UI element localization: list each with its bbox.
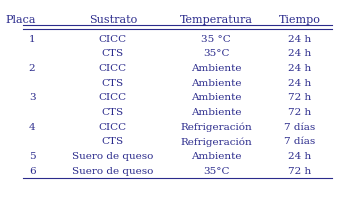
Text: Ambiente: Ambiente	[191, 152, 241, 161]
Text: 35°C: 35°C	[203, 49, 229, 58]
Text: 35 °C: 35 °C	[201, 35, 231, 44]
Text: CTS: CTS	[102, 108, 124, 117]
Text: CICC: CICC	[99, 35, 127, 44]
Text: CTS: CTS	[102, 137, 124, 146]
Text: Ambiente: Ambiente	[191, 108, 241, 117]
Text: 72 h: 72 h	[288, 108, 311, 117]
Text: Ambiente: Ambiente	[191, 64, 241, 73]
Text: 1: 1	[29, 35, 35, 44]
Text: Ambiente: Ambiente	[191, 93, 241, 102]
Text: Sustrato: Sustrato	[89, 16, 137, 26]
Text: 5: 5	[29, 152, 35, 161]
Text: Temperatura: Temperatura	[180, 16, 253, 26]
Text: Placa: Placa	[5, 16, 35, 26]
Text: Suero de queso: Suero de queso	[72, 152, 154, 161]
Text: 24 h: 24 h	[288, 79, 311, 88]
Text: 72 h: 72 h	[288, 93, 311, 102]
Text: CTS: CTS	[102, 79, 124, 88]
Text: 4: 4	[29, 123, 35, 132]
Text: Ambiente: Ambiente	[191, 79, 241, 88]
Text: CTS: CTS	[102, 49, 124, 58]
Text: 7 días: 7 días	[284, 137, 316, 146]
Text: 2: 2	[29, 64, 35, 73]
Text: Refrigeración: Refrigeración	[180, 137, 252, 147]
Text: 3: 3	[29, 93, 35, 102]
Text: 24 h: 24 h	[288, 35, 311, 44]
Text: 24 h: 24 h	[288, 152, 311, 161]
Text: 72 h: 72 h	[288, 167, 311, 176]
Text: 24 h: 24 h	[288, 64, 311, 73]
Text: CICC: CICC	[99, 123, 127, 132]
Text: CICC: CICC	[99, 93, 127, 102]
Text: 24 h: 24 h	[288, 49, 311, 58]
Text: 7 días: 7 días	[284, 123, 316, 132]
Text: 6: 6	[29, 167, 35, 176]
Text: CICC: CICC	[99, 64, 127, 73]
Text: 35°C: 35°C	[203, 167, 229, 176]
Text: Refrigeración: Refrigeración	[180, 123, 252, 132]
Text: Tiempo: Tiempo	[279, 16, 321, 26]
Text: Suero de queso: Suero de queso	[72, 167, 154, 176]
